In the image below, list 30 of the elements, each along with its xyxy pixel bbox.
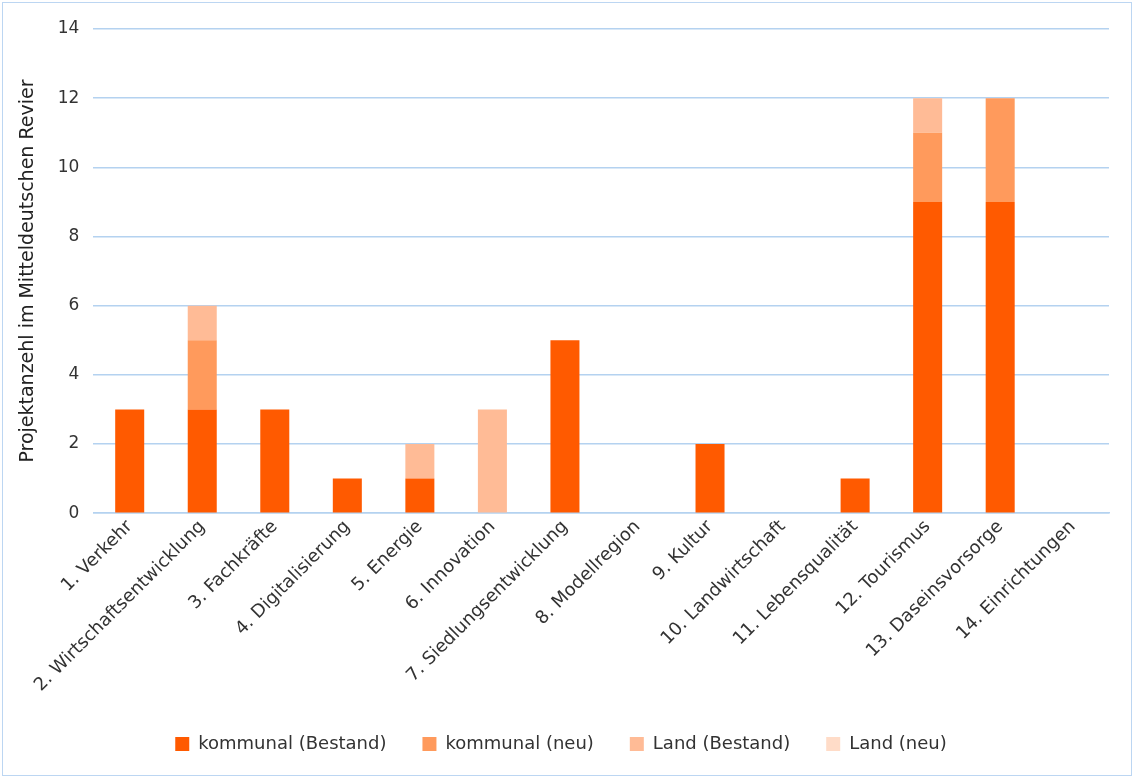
bar [332,478,362,513]
bar [187,409,217,513]
bar [115,409,145,513]
bar [405,478,435,513]
legend-label: Land (Bestand) [652,731,791,753]
bar [840,478,870,513]
bar [477,409,507,513]
y-tick-label: 14 [57,17,80,38]
bar [187,340,217,410]
y-tick-label: 8 [68,224,80,245]
bar [260,409,290,513]
legend-label: Land (neu) [849,731,947,753]
y-tick-label: 10 [57,155,80,176]
bar [913,132,943,202]
bar [985,201,1015,513]
bar [550,340,580,513]
bar [913,98,943,133]
legend-label: kommunal (neu) [445,731,594,753]
bar [985,98,1015,202]
y-tick-label: 6 [68,294,80,315]
bar [405,443,435,479]
bar [913,201,943,513]
bar [695,443,725,513]
y-axis-title: Projektanzehl im Mitteldeutschen Revier [15,79,38,463]
legend-label: kommunal (Bestand) [198,731,387,753]
y-tick-label: 12 [57,86,80,107]
y-tick-label: 0 [68,501,80,522]
y-tick-label: 4 [68,363,80,384]
bar [187,305,217,341]
y-tick-label: 2 [68,432,80,453]
